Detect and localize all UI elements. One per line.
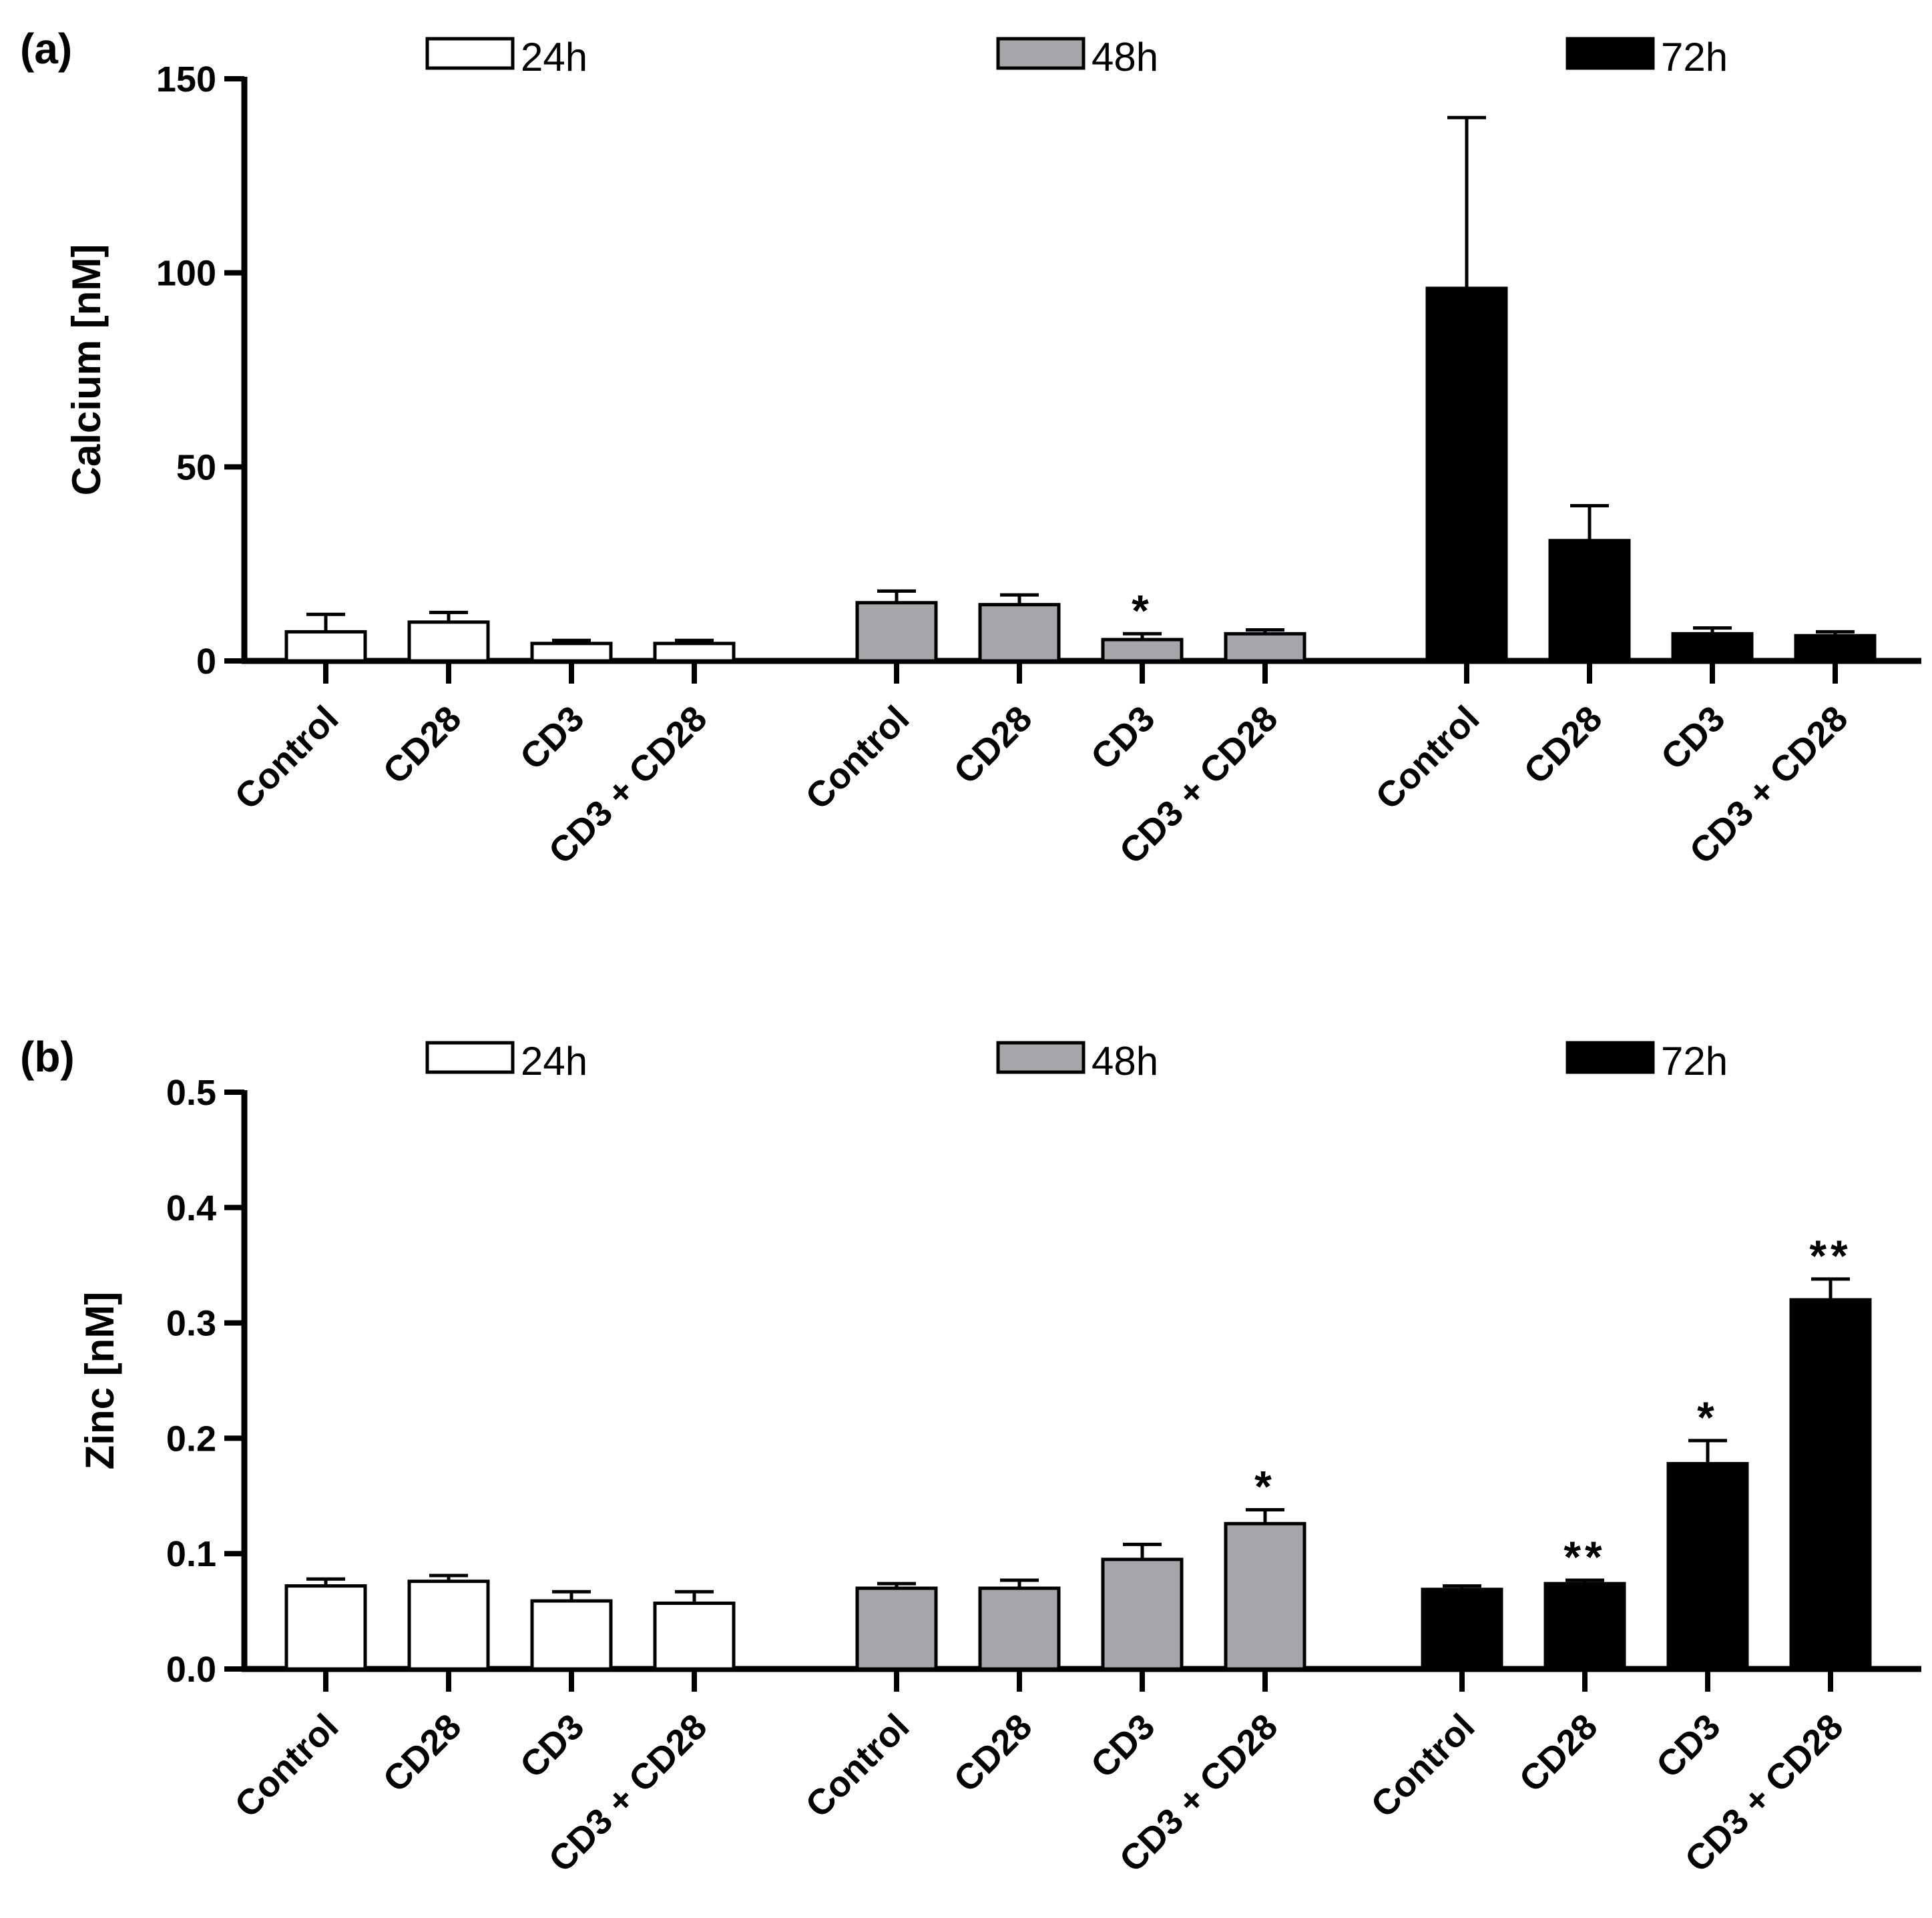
bar-72h-cd28 [1548,539,1631,663]
chart-panel-a: (a) Calcium [nM] 0 50 100 150 24h 48h 72h Control… [20,25,1921,872]
bar-72h-cd3-cd28 [1794,634,1877,663]
legend-label-48h: 48h [1092,1039,1158,1084]
panel-label: (a) [20,25,72,73]
bar-48h-cd3 [1101,638,1184,663]
x-category-label: CD3 [513,698,592,778]
y-tick-label: 100 [156,254,216,294]
y-tick-label: 0.5 [166,1073,216,1113]
bar-72h-control [1421,1588,1503,1671]
y-tick-label: 150 [156,59,216,99]
significance-marker: ** [1563,1532,1606,1582]
bar-24h-cd28 [407,620,490,663]
bar-24h-control [284,1584,367,1671]
y-tick-label: 0.3 [166,1304,216,1344]
x-category-label: CD3 [1083,1706,1163,1786]
legend-swatch-24h [425,37,515,70]
x-category-label: CD28 [375,698,469,792]
legend-label-48h: 48h [1092,35,1158,79]
y-tick-label: 0.4 [166,1188,216,1228]
y-axis-title: Calcium [nM] [64,244,109,496]
significance-marker: ** [1809,1231,1851,1280]
legend-swatch-24h [425,1041,515,1074]
x-category-label: Control [227,1706,346,1825]
bar-72h-cd3 [1666,1461,1749,1671]
bar-48h-cd3-cd28 [1224,1521,1306,1671]
bar-48h-cd28 [978,603,1061,663]
bar-24h-cd28 [407,1580,490,1671]
x-category-label: CD28 [375,1706,469,1800]
x-category-label: Control [227,698,346,817]
bar-72h-cd28 [1543,1582,1626,1671]
significance-marker: * [1132,585,1153,635]
x-category-label: CD28 [946,1706,1039,1800]
bar-24h-cd3-cd28 [653,642,736,663]
y-tick-label: 0.0 [166,1650,216,1690]
bar-48h-cd3-cd28 [1224,632,1306,663]
y-axis-title: Zinc [nM] [77,1292,122,1470]
bar-72h-cd3 [1671,632,1754,663]
x-category-label: Control [798,1706,917,1825]
legend-label-24h: 24h [521,1039,587,1084]
bar-72h-cd3-cd28 [1789,1298,1872,1671]
significance-marker: * [1254,1462,1276,1511]
legend-label-24h: 24h [521,35,587,79]
bar-24h-cd3 [530,1599,613,1671]
legend-swatch-72h [1565,1041,1655,1074]
y-tick-label: 0 [196,642,216,682]
x-category-label: CD3 [1083,698,1163,778]
x-category-label: Control [1368,698,1487,817]
y-tick-label: 0.2 [166,1419,216,1459]
x-category-label: CD28 [946,698,1039,792]
bar-48h-cd3 [1101,1557,1184,1671]
x-category-label: Control [798,698,917,817]
bar-24h-cd3-cd28 [653,1602,736,1671]
legend-swatch-48h [996,37,1085,70]
panel-label: (b) [20,1033,75,1081]
x-category-label: CD3 [1654,698,1733,778]
bar-24h-cd3 [530,642,613,663]
y-tick-label: 0.1 [166,1534,216,1574]
bar-24h-control [284,630,367,663]
legend-label-72h: 72h [1661,1039,1728,1084]
chart-panel-b: (b) Zinc [nM] 0.0 0.1 0.2 0.3 0.4 0.5 24h 48h 72h C… [20,1033,1921,1880]
y-tick-label: 50 [176,447,216,487]
x-category-label: CD28 [1511,1706,1605,1800]
legend-label-72h: 72h [1661,35,1728,79]
bar-48h-cd28 [978,1586,1061,1671]
legend-swatch-72h [1565,37,1655,70]
bar-72h-control [1425,286,1508,663]
legend-swatch-48h [996,1041,1085,1074]
x-category-label: Control [1363,1706,1482,1825]
x-category-label: CD28 [1516,698,1610,792]
x-category-label: CD3 [1649,1706,1728,1786]
bar-48h-control [855,1586,938,1671]
x-category-label: CD3 [513,1706,592,1786]
significance-marker: * [1697,1393,1718,1442]
bar-48h-control [855,601,938,663]
